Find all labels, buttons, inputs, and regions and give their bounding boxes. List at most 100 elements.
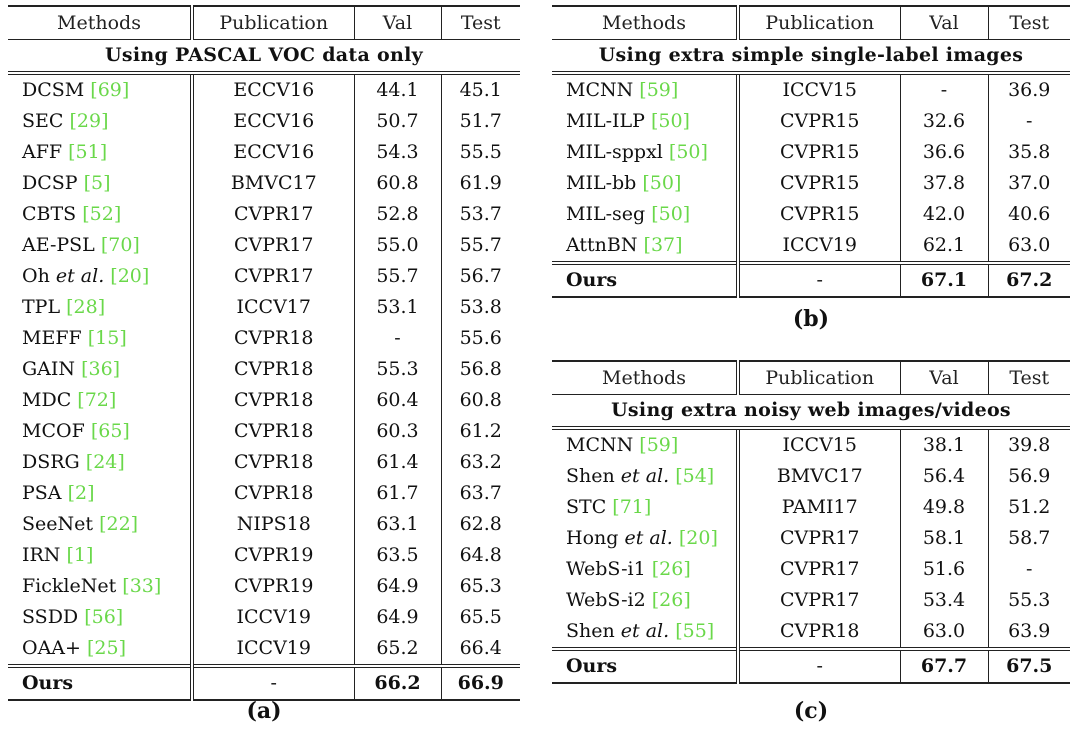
- citation-link: [72]: [77, 389, 117, 411]
- method-name: DSRG: [22, 451, 80, 473]
- method-cell: MCNN [59]: [552, 73, 740, 106]
- header-test: Test: [988, 361, 1070, 395]
- publication-cell: CVPR15: [738, 106, 901, 137]
- publication-cell: CVPR19: [192, 571, 355, 602]
- table-row: SSDD [56] ICCV19 64.9 65.5: [8, 602, 520, 633]
- method-name: MCOF: [22, 420, 85, 442]
- test-cell: 53.7: [459, 203, 502, 225]
- val-cell: 62.1: [900, 230, 989, 263]
- val-cell: -: [900, 73, 989, 106]
- method-cell: MCNN [59]: [552, 428, 740, 461]
- method-name: SeeNet: [22, 513, 94, 535]
- val-cell: 63.1: [354, 509, 442, 540]
- method-cell: Oh et al. [20]: [8, 261, 194, 292]
- table-row: AE-PSL [70] CVPR17 55.0 55.7: [8, 230, 520, 261]
- publication-cell: CVPR18: [192, 416, 355, 447]
- publication-cell: ICCV19: [192, 633, 355, 666]
- ours-method: Ours: [552, 261, 740, 297]
- method-name: CBTS: [22, 203, 77, 225]
- table-row: OAA+ [25] ICCV19 65.2 66.4: [8, 633, 520, 666]
- table-row: Shen et al. [55] CVPR18 63.0 63.9: [552, 616, 1070, 649]
- ours-method: Ours: [8, 664, 194, 700]
- method-etal: et al.: [620, 620, 670, 642]
- section-row: Using extra noisy web images/videos: [552, 394, 1070, 430]
- citation-link: [36]: [81, 358, 121, 380]
- citation-link: [51]: [68, 141, 108, 163]
- citation-link: [50]: [651, 203, 691, 225]
- publication-cell: ICCV17: [192, 292, 355, 323]
- table-row: MIL-sppxl [50] CVPR15 36.6 35.8: [552, 137, 1070, 168]
- table-c: Methods Publication Val Test Using extra noi…: [552, 360, 1070, 684]
- citation-link: [59]: [639, 79, 679, 101]
- method-name: IRN: [22, 544, 61, 566]
- method-cell: AFF [51]: [8, 137, 194, 168]
- test-cell: 63.0: [1008, 234, 1051, 256]
- test-cell: 55.5: [459, 141, 502, 163]
- test-cell: 51.2: [1008, 496, 1051, 518]
- method-cell: DCSP [5]: [8, 168, 194, 199]
- method-cell: MIL-seg [50]: [552, 199, 740, 230]
- test-cell: 66.4: [459, 637, 502, 659]
- method-name: GAIN: [22, 358, 76, 380]
- table-row: CBTS [52] CVPR17 52.8 53.7: [8, 199, 520, 230]
- table-row: MCOF [65] CVPR18 60.3 61.2: [8, 416, 520, 447]
- citation-link: [55]: [675, 620, 715, 642]
- ours-row: Ours -67.1 67.2: [552, 261, 1070, 297]
- val-cell: 61.4: [354, 447, 442, 478]
- val-cell: 64.9: [354, 602, 442, 633]
- publication-cell: ICCV15: [738, 73, 901, 106]
- method-cell: DSRG [24]: [8, 447, 194, 478]
- method-name: OAA+: [22, 637, 81, 659]
- method-cell: MIL-sppxl [50]: [552, 137, 740, 168]
- method-cell: PSA [2]: [8, 478, 194, 509]
- val-cell: 53.4: [900, 585, 989, 616]
- method-etal: et al.: [620, 465, 670, 487]
- method-name: FickleNet: [22, 575, 117, 597]
- method-cell: SeeNet [22]: [8, 509, 194, 540]
- publication-cell: NIPS18: [192, 509, 355, 540]
- test-cell: 37.0: [1008, 172, 1051, 194]
- test-cell: 63.2: [459, 451, 502, 473]
- section-row: Using PASCAL VOC data only: [8, 39, 520, 75]
- header-test: Test: [441, 6, 520, 40]
- ours-test: 67.2: [988, 261, 1070, 297]
- table-row: DCSM [69] ECCV16 44.1 45.1: [8, 73, 520, 106]
- method-name: Oh: [22, 265, 50, 287]
- method-name: AE-PSL: [22, 234, 95, 256]
- header-val: Val: [900, 361, 989, 395]
- val-cell: 49.8: [900, 492, 989, 523]
- method-name: MIL-ILP: [566, 110, 645, 132]
- table-row: DSRG [24] CVPR18 61.4 63.2: [8, 447, 520, 478]
- table-row: MCNN [59] ICCV15-36.9: [552, 73, 1070, 106]
- method-name: WebS-i1: [566, 558, 646, 580]
- method-cell: AE-PSL [70]: [8, 230, 194, 261]
- val-cell: 38.1: [900, 428, 989, 461]
- citation-link: [52]: [82, 203, 122, 225]
- header-publication: Publication: [738, 361, 901, 395]
- method-name: AttnBN: [566, 234, 638, 256]
- header-val: Val: [354, 6, 442, 40]
- table-row: AFF [51] ECCV16 54.3 55.5: [8, 137, 520, 168]
- table-row: AttnBN [37] ICCV19 62.1 63.0: [552, 230, 1070, 263]
- val-cell: 64.9: [354, 571, 442, 602]
- method-cell: GAIN [36]: [8, 354, 194, 385]
- publication-cell: CVPR18: [192, 385, 355, 416]
- table-row: MIL-bb [50] CVPR15 37.8 37.0: [552, 168, 1070, 199]
- test-cell: 51.7: [459, 110, 502, 132]
- header-val: Val: [900, 6, 989, 40]
- ours-test: 66.9: [441, 664, 520, 700]
- ours-publication: -: [738, 647, 901, 683]
- publication-cell: BMVC17: [192, 168, 355, 199]
- test-cell: 45.1: [459, 79, 502, 101]
- table-a: Methods Publication Val Test Using PASCAL VO…: [8, 5, 520, 701]
- method-name: MDC: [22, 389, 72, 411]
- section-title: Using extra noisy web images/videos: [552, 394, 1070, 430]
- table-row: TPL [28] ICCV17 53.1 53.8: [8, 292, 520, 323]
- method-name: MEFF: [22, 327, 82, 349]
- method-cell: Shen et al. [55]: [552, 616, 740, 649]
- val-cell: 51.6: [900, 554, 989, 585]
- val-cell: 63.5: [354, 540, 442, 571]
- publication-cell: CVPR15: [738, 168, 901, 199]
- test-cell: 63.7: [459, 482, 502, 504]
- citation-link: [59]: [639, 434, 679, 456]
